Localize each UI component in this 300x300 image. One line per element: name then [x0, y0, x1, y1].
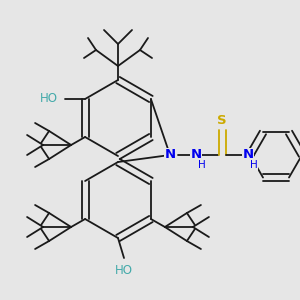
Text: HO: HO	[115, 265, 133, 278]
Text: H: H	[250, 160, 258, 170]
Text: HO: HO	[40, 92, 58, 106]
Text: H: H	[198, 160, 206, 170]
Text: N: N	[190, 148, 202, 161]
Text: S: S	[217, 113, 227, 127]
Text: N: N	[164, 148, 175, 161]
Text: N: N	[242, 148, 253, 161]
